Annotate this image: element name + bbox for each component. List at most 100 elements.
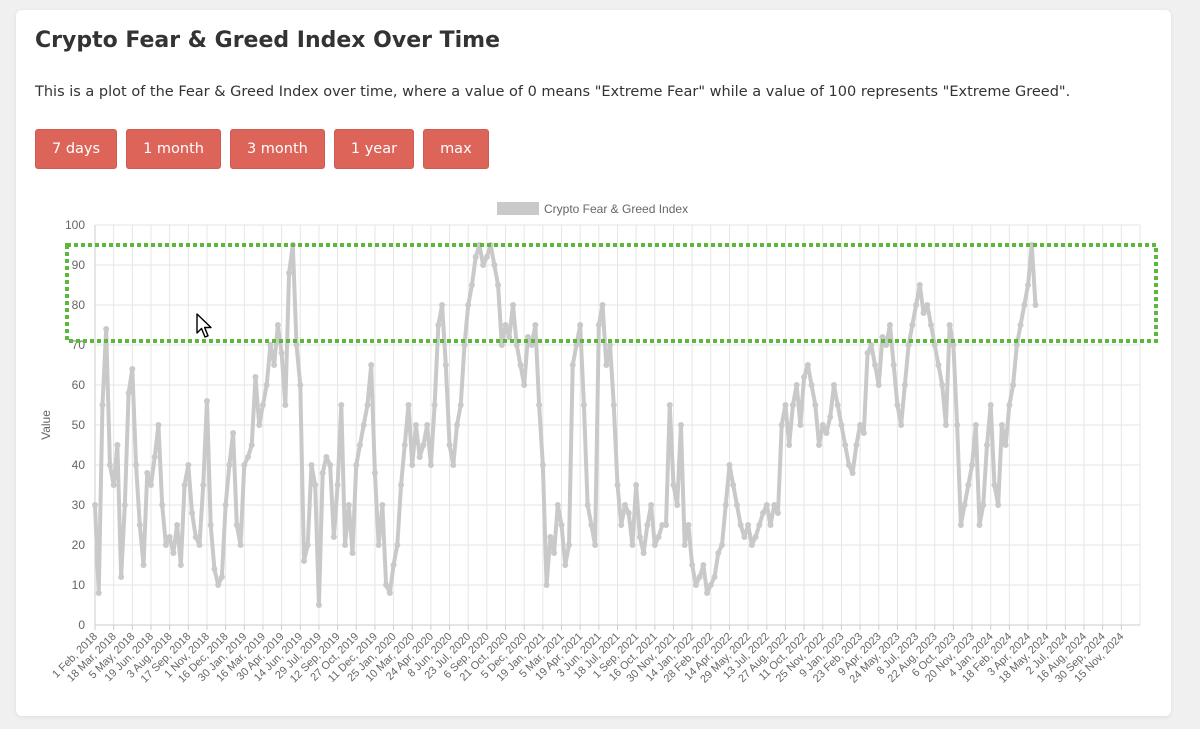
data-point: [849, 470, 856, 476]
data-point: [524, 334, 531, 340]
data-point: [364, 402, 371, 408]
data-point: [767, 522, 774, 528]
data-point: [207, 522, 214, 528]
data-point: [151, 454, 158, 460]
data-point: [539, 462, 546, 468]
data-point: [894, 402, 901, 408]
data-point: [259, 402, 266, 408]
y-axis-label: Value: [39, 410, 53, 440]
data-point: [513, 342, 520, 348]
data-point: [274, 322, 281, 328]
data-point: [554, 502, 561, 508]
data-point: [114, 442, 121, 448]
data-point: [946, 322, 953, 328]
data-point: [211, 566, 218, 572]
data-point: [1032, 302, 1039, 308]
data-point: [92, 502, 98, 508]
data-point: [308, 462, 315, 468]
data-point: [226, 462, 233, 468]
data-point: [607, 342, 614, 348]
data-point: [689, 562, 696, 568]
data-point: [886, 322, 893, 328]
data-point: [741, 534, 748, 540]
range-button-max[interactable]: max: [423, 129, 489, 169]
data-point: [976, 522, 983, 528]
data-point: [898, 422, 905, 428]
data-point: [827, 414, 834, 420]
data-point: [573, 342, 580, 348]
data-point: [883, 342, 890, 348]
data-point: [203, 398, 210, 404]
data-point: [200, 482, 207, 488]
data-point: [838, 422, 845, 428]
data-point: [834, 402, 841, 408]
range-button-1-month[interactable]: 1 month: [126, 129, 221, 169]
data-point: [636, 534, 643, 540]
data-point: [271, 362, 278, 368]
data-point: [640, 550, 647, 556]
data-point: [868, 342, 875, 348]
data-point: [685, 522, 692, 528]
data-point: [293, 342, 300, 348]
data-point: [442, 362, 449, 368]
data-point: [162, 542, 169, 548]
data-point: [472, 254, 479, 260]
data-point: [614, 482, 621, 488]
data-point: [618, 522, 625, 528]
data-point: [446, 442, 453, 448]
data-point: [909, 322, 916, 328]
data-point: [577, 322, 584, 328]
data-point: [1006, 402, 1013, 408]
range-button-group: 7 days 1 month 3 month 1 year max: [35, 129, 489, 169]
arrow-cursor-icon: [196, 313, 212, 338]
data-point: [872, 362, 879, 368]
data-point: [760, 510, 767, 516]
y-tick-label: 10: [72, 578, 86, 592]
data-point: [655, 534, 662, 540]
data-point: [816, 442, 823, 448]
data-point: [465, 302, 472, 308]
data-point: [842, 442, 849, 448]
data-point: [853, 442, 860, 448]
data-point: [928, 322, 934, 328]
data-point: [480, 262, 487, 268]
data-point: [890, 362, 897, 368]
data-point: [103, 326, 110, 332]
data-point: [752, 534, 759, 540]
data-point: [823, 430, 830, 436]
data-point: [192, 534, 199, 540]
data-point: [972, 422, 979, 428]
data-point: [681, 542, 688, 548]
data-point: [136, 522, 143, 528]
data-point: [692, 582, 699, 588]
data-point: [323, 454, 330, 460]
data-point: [804, 362, 811, 368]
data-point: [789, 402, 796, 408]
data-point: [110, 482, 117, 488]
page-title: Crypto Fear & Greed Index Over Time: [35, 28, 501, 53]
range-button-3-month[interactable]: 3 month: [229, 129, 325, 169]
data-point: [506, 334, 513, 340]
data-point: [588, 522, 595, 528]
data-point: [495, 282, 502, 288]
data-point: [730, 482, 737, 488]
y-tick-label: 30: [72, 498, 86, 512]
data-point: [461, 342, 468, 348]
data-point: [808, 382, 815, 388]
data-point: [644, 522, 651, 528]
range-button-7-days[interactable]: 7 days: [35, 129, 118, 169]
data-point: [592, 542, 599, 548]
data-point: [935, 362, 942, 368]
range-button-1-year[interactable]: 1 year: [333, 129, 415, 169]
data-point: [390, 562, 397, 568]
data-point: [771, 502, 778, 508]
data-point: [241, 462, 248, 468]
data-point: [349, 550, 356, 556]
data-point: [237, 542, 244, 548]
data-point: [330, 534, 337, 540]
data-point: [334, 482, 341, 488]
data-point: [327, 462, 334, 468]
data-point: [913, 302, 920, 308]
data-point: [454, 422, 461, 428]
data-point: [338, 402, 345, 408]
